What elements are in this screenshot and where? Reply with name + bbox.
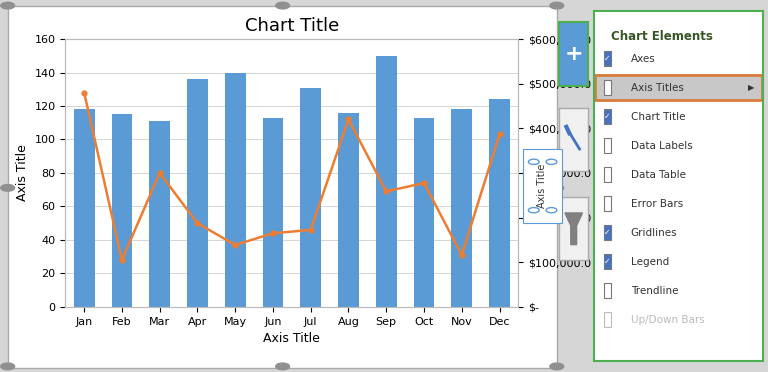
Title: Chart Title: Chart Title <box>245 17 339 35</box>
Text: Error Bars: Error Bars <box>631 199 683 209</box>
Text: ▶: ▶ <box>747 83 754 92</box>
Text: Chart Title: Chart Title <box>631 112 685 122</box>
Bar <box>604 109 611 124</box>
Bar <box>376 56 396 307</box>
Bar <box>604 167 611 182</box>
Bar <box>338 113 359 307</box>
Text: Legend: Legend <box>631 257 669 267</box>
Text: ✓: ✓ <box>604 228 611 237</box>
X-axis label: Axis Title: Axis Title <box>263 332 320 345</box>
Y-axis label: Axis Title: Axis Title <box>16 145 29 201</box>
Bar <box>604 283 611 298</box>
Text: Axis Titles: Axis Titles <box>631 83 684 93</box>
Bar <box>225 73 246 307</box>
Bar <box>604 254 611 269</box>
Bar <box>604 312 611 327</box>
Text: Up/Down Bars: Up/Down Bars <box>631 315 704 325</box>
Bar <box>300 87 321 307</box>
Text: ✓: ✓ <box>604 257 611 266</box>
Bar <box>604 225 611 240</box>
Text: Chart Elements: Chart Elements <box>611 31 713 44</box>
Bar <box>594 75 762 100</box>
Text: ✓: ✓ <box>604 54 611 63</box>
Text: +: + <box>564 44 583 64</box>
Text: Data Table: Data Table <box>631 170 686 180</box>
Bar <box>604 138 611 153</box>
Bar <box>111 114 132 307</box>
Bar <box>604 51 611 66</box>
Text: Gridlines: Gridlines <box>631 228 677 238</box>
Bar <box>452 109 472 307</box>
Bar <box>149 121 170 307</box>
Bar <box>594 74 763 101</box>
Bar <box>604 80 611 95</box>
Text: Axes: Axes <box>631 54 656 64</box>
Text: Data Labels: Data Labels <box>631 141 693 151</box>
Bar <box>489 99 510 307</box>
Bar <box>74 109 94 307</box>
Text: Axis Title: Axis Title <box>537 164 548 208</box>
Bar <box>263 118 283 307</box>
Text: ✓: ✓ <box>604 112 611 121</box>
Bar <box>187 79 208 307</box>
Bar <box>604 196 611 211</box>
Text: Trendline: Trendline <box>631 286 678 296</box>
Polygon shape <box>565 213 582 245</box>
Bar <box>414 118 435 307</box>
